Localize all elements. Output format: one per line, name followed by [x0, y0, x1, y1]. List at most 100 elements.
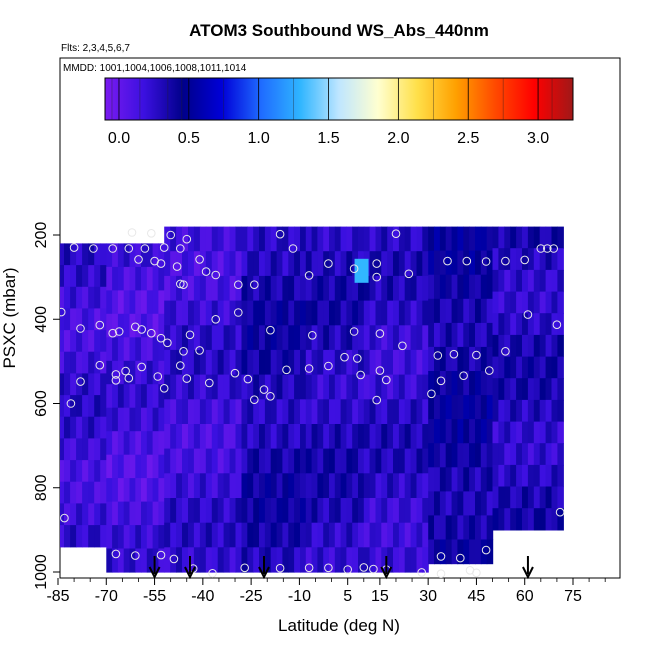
x-tick-label: 75 — [564, 588, 582, 605]
heatmap-cell — [404, 300, 412, 326]
heatmap-cell — [294, 473, 301, 499]
heatmap-cell — [439, 226, 447, 252]
heatmap-cell — [457, 467, 464, 492]
heatmap-cell — [276, 226, 284, 252]
sample-point — [111, 370, 121, 379]
heatmap-cell — [457, 371, 464, 396]
heatmap-cell — [551, 248, 558, 271]
heatmap-cell — [445, 298, 453, 324]
heatmap-cell — [398, 226, 406, 252]
heatmap-cell — [141, 313, 148, 338]
heatmap-cell — [135, 360, 142, 385]
heatmap-cell — [152, 384, 159, 409]
heatmap-cell — [329, 300, 336, 326]
heatmap-cell — [276, 275, 284, 302]
heatmap-cell — [135, 337, 142, 362]
heatmap-cell — [317, 300, 324, 326]
heatmap-cell — [229, 300, 237, 326]
heatmap-cell — [223, 448, 231, 474]
location-arrow-head — [258, 566, 270, 580]
heatmap-cell — [387, 374, 394, 400]
heatmap-cell — [129, 337, 136, 362]
heatmap-cell — [463, 467, 470, 492]
heatmap-cell — [64, 438, 71, 461]
heatmap-cell — [393, 349, 400, 376]
heatmap-cell — [393, 399, 400, 425]
heatmap-cell — [288, 374, 295, 400]
heatmap-cell — [492, 464, 499, 488]
heatmap-cell — [510, 378, 517, 401]
heatmap-cell — [235, 424, 242, 450]
heatmap-cell — [270, 399, 278, 425]
heatmap-cell — [300, 424, 307, 450]
heatmap-cell — [170, 399, 177, 425]
heatmap-cell — [387, 473, 394, 499]
heatmap-cell — [393, 498, 400, 524]
heatmap-cell — [358, 226, 365, 252]
heatmap-cell — [311, 473, 318, 499]
heatmap-cell — [146, 290, 154, 315]
heatmap-highlight — [354, 258, 369, 283]
heatmap-cell — [259, 547, 266, 573]
heatmap-cell — [539, 443, 547, 466]
heatmap-cell — [404, 325, 412, 351]
x-tick-label: 15 — [371, 588, 389, 605]
heatmap-cell — [288, 547, 295, 573]
sample-point — [275, 229, 285, 239]
heatmap-cell — [270, 300, 278, 326]
heatmap-cell — [141, 548, 148, 573]
heatmap-cell — [117, 313, 125, 338]
heatmap-cell — [188, 325, 195, 351]
heatmap-cell — [428, 467, 435, 492]
heatmap-cell — [522, 421, 529, 444]
heatmap-cell — [439, 298, 447, 324]
heatmap-cell — [457, 250, 464, 276]
heatmap-cell — [457, 274, 464, 300]
heatmap-cell — [141, 478, 148, 503]
heatmap-cell — [88, 330, 95, 353]
heatmap-cell — [294, 547, 301, 573]
heatmap-cell — [229, 374, 237, 400]
heatmap-cell — [235, 325, 242, 351]
heatmap-cell — [106, 313, 113, 338]
heatmap-cell — [88, 460, 95, 483]
heatmap-cell — [229, 251, 237, 277]
heatmap-cell — [522, 443, 529, 466]
heatmap-cell — [288, 473, 295, 499]
sample-point — [549, 244, 559, 253]
heatmap-cell — [369, 547, 377, 573]
heatmap-cell — [229, 399, 237, 425]
heatmap-cell — [82, 395, 89, 418]
heatmap-cell — [112, 337, 119, 362]
heatmap-cell — [398, 547, 406, 573]
heatmap-cell — [60, 351, 65, 374]
heatmap-cell — [439, 419, 447, 444]
heatmap-cell — [188, 448, 195, 474]
sample-point — [169, 554, 179, 564]
heatmap-cell — [247, 251, 254, 277]
heatmap-cell — [375, 424, 382, 450]
heatmap-cell — [381, 226, 388, 252]
heatmap-cell — [340, 349, 347, 376]
heatmap-cell — [276, 473, 284, 499]
sample-point — [375, 366, 385, 375]
heatmap-cell — [158, 548, 165, 573]
heatmap-cell — [141, 337, 148, 362]
heatmap-cell — [176, 226, 183, 252]
heatmap-cell — [498, 508, 505, 531]
heatmap-cell — [416, 473, 423, 499]
heatmap-cell — [170, 226, 177, 252]
heatmap-cell — [259, 275, 266, 302]
heatmap-cell — [557, 421, 564, 444]
heatmap-cell — [76, 265, 83, 288]
heatmap-cell — [276, 424, 284, 450]
heatmap-cell — [311, 374, 318, 400]
heatmap-cell — [404, 226, 412, 252]
sample-point — [359, 563, 369, 572]
heatmap-cell — [522, 464, 529, 488]
sample-point — [398, 341, 407, 351]
heatmap-cell — [229, 522, 237, 548]
heatmap-cell — [428, 250, 435, 276]
heatmap-cell — [329, 399, 336, 425]
heatmap-cell — [410, 448, 418, 474]
